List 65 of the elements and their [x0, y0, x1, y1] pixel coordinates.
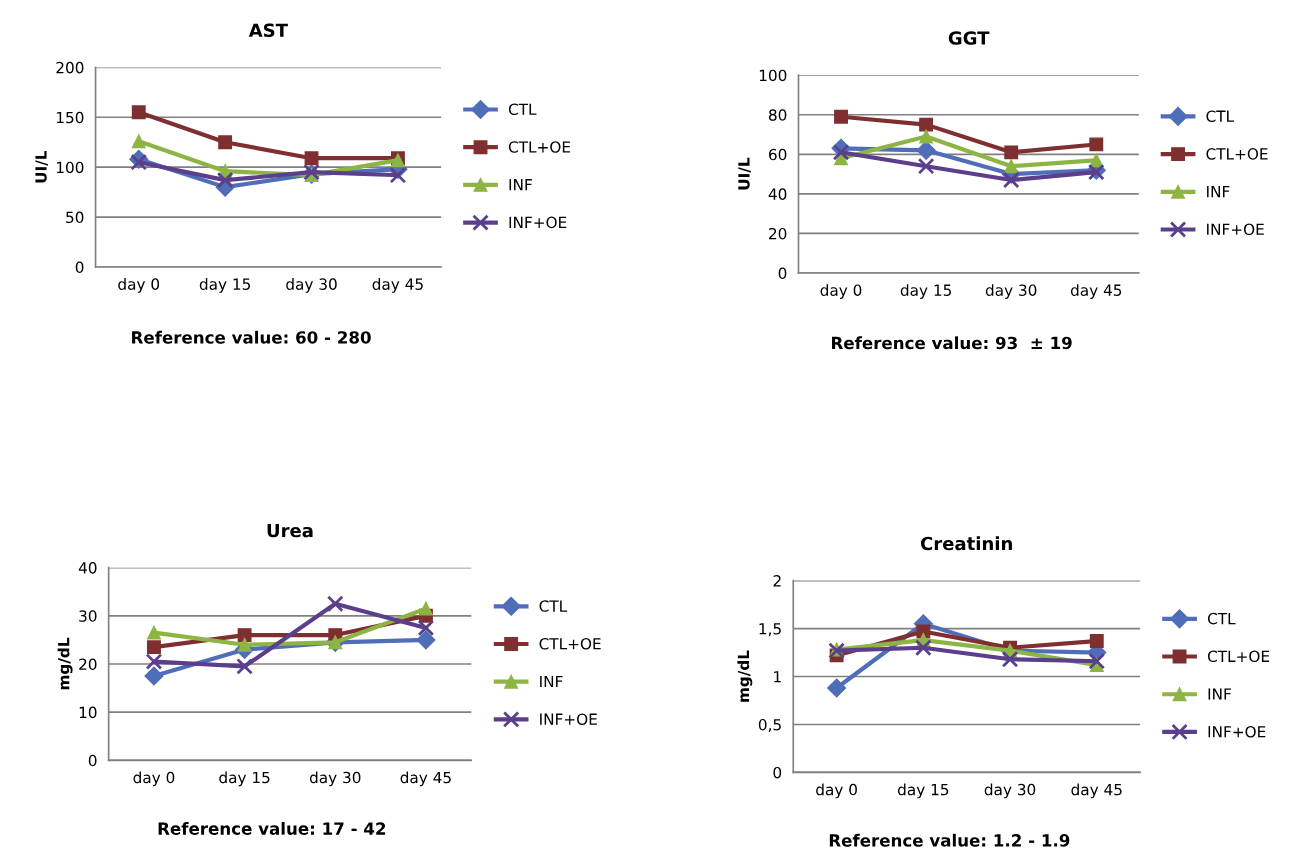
- legend-label: INF+OE: [1207, 223, 1264, 236]
- y-tick-label: 10: [79, 706, 97, 719]
- x-tick-label: day 0: [820, 284, 862, 299]
- x-tick-label: day 45: [1070, 284, 1122, 299]
- y-tick-label: 1: [774, 671, 781, 683]
- y-axis-title: UI/L: [738, 157, 751, 190]
- legend-label: INF+OE: [1208, 725, 1266, 738]
- y-tick-label: 100: [759, 69, 787, 82]
- y-tick-label: 1,5: [759, 623, 781, 637]
- x-tick-label: day 0: [133, 771, 175, 787]
- legend-label: CTL: [1206, 110, 1234, 122]
- y-tick-label: 40: [78, 562, 97, 574]
- y-axis-title: UI/L: [35, 150, 48, 183]
- y-tick-label: 0: [778, 267, 787, 280]
- y-tick-label: 20: [79, 658, 97, 671]
- y-tick-label: 200: [56, 61, 84, 74]
- text: Reference value: 93 ± 19: [832, 336, 1072, 350]
- chart-title: GGT: [948, 31, 990, 45]
- y-tick-label: 0: [88, 754, 97, 767]
- y-tick-label: 30: [79, 610, 97, 622]
- y-tick-label: 60: [769, 148, 787, 161]
- y-tick-label: 100: [56, 161, 84, 174]
- x-tick-label: day 30: [286, 278, 337, 293]
- x-tick-label: day 45: [1071, 783, 1122, 799]
- x-tick-label: day 0: [118, 278, 160, 293]
- chart-title: AST: [248, 23, 288, 38]
- text: Reference value: 60 - 280: [132, 330, 371, 344]
- x-tick-label: day 15: [219, 771, 270, 787]
- legend-label: INF: [540, 675, 563, 688]
- y-tick-label: 20: [769, 227, 787, 240]
- y-axis-title: mg/dL: [57, 637, 73, 690]
- x-tick-label: day 30: [309, 771, 361, 787]
- x-tick-label: day 30: [984, 783, 1036, 799]
- chart-title: Creatinin: [920, 536, 1012, 551]
- text: Reference value: 1.2 - 1.9: [829, 833, 1070, 847]
- y-tick-label: 80: [768, 109, 787, 121]
- y-tick-label: 50: [66, 211, 84, 224]
- x-tick-label: day 15: [900, 284, 951, 299]
- y-tick-label: 0: [75, 261, 84, 273]
- y-tick-label: 2: [773, 575, 781, 587]
- x-tick-label: day 45: [400, 771, 451, 787]
- x-tick-label: day 15: [199, 278, 251, 293]
- legend-label: INF: [1208, 688, 1231, 700]
- legend-label: CTL+OE: [1206, 148, 1268, 160]
- legend-label: INF: [509, 179, 532, 191]
- legend-label: CTL+OE: [1207, 650, 1270, 663]
- legend-label: CTL+OE: [539, 638, 601, 650]
- x-tick-label: day 45: [372, 278, 423, 293]
- y-tick-label: 0,5: [758, 718, 781, 733]
- legend-label: CTL+OE: [508, 141, 571, 153]
- x-tick-label: day 30: [985, 284, 1037, 299]
- legend-label: INF: [1207, 186, 1230, 198]
- x-tick-label: day 0: [816, 783, 857, 799]
- x-tick-label: day 15: [897, 783, 949, 799]
- y-tick-label: 40: [768, 188, 787, 200]
- legend-label: CTL: [539, 600, 568, 612]
- y-tick-label: 150: [56, 111, 84, 124]
- chart-title: Urea: [267, 523, 313, 538]
- legend-label: CTL: [1207, 612, 1236, 625]
- legend-label: INF+OE: [540, 713, 597, 725]
- y-tick-label: 0: [773, 766, 782, 779]
- y-axis-title: mg/dL: [737, 650, 753, 702]
- legend-label: INF+OE: [509, 216, 567, 229]
- legend-label: CTL: [508, 103, 537, 116]
- text: Reference value: 17 - 42: [158, 821, 386, 835]
